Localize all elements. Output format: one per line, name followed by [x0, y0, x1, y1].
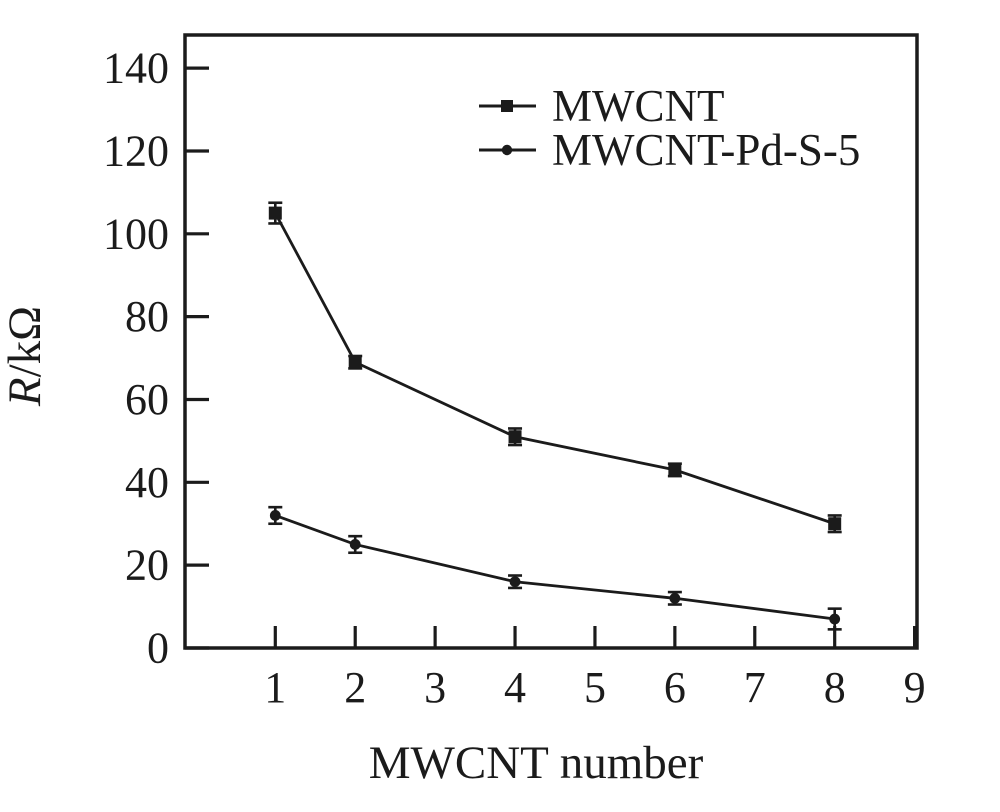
x-tick-label: 8	[824, 663, 846, 712]
circle-marker-icon	[669, 592, 681, 604]
x-tick-label: 4	[504, 663, 526, 712]
square-marker-icon	[828, 517, 842, 531]
series-MWCNT-Pd-S-5	[268, 505, 842, 631]
x-axis-title: MWCNT number	[369, 737, 704, 789]
y-tick-label: 40	[125, 458, 169, 507]
legend-label: MWCNT-Pd-S-5	[552, 125, 860, 175]
y-tick-label: 100	[103, 209, 169, 258]
series-MWCNT	[268, 201, 842, 534]
y-tick-label: 20	[125, 541, 169, 590]
y-tick-label: 140	[103, 44, 169, 93]
circle-marker-icon	[269, 510, 281, 521]
x-tick-label: 6	[664, 663, 686, 712]
circle-marker-icon	[509, 576, 521, 588]
x-tick-label: 7	[744, 663, 766, 712]
y-tick-label: 60	[125, 375, 169, 424]
square-marker-icon	[501, 100, 513, 112]
circle-marker-icon	[349, 539, 361, 550]
x-tick-label: 1	[264, 663, 286, 712]
y-axis-title-symbol: R	[0, 377, 51, 407]
circle-marker-icon	[829, 613, 841, 625]
square-marker-icon	[668, 463, 682, 477]
y-axis-title: R/kΩ	[0, 306, 51, 407]
y-axis-title-unit: /kΩ	[0, 306, 51, 378]
plot-frame	[183, 33, 919, 650]
legend-label: MWCNT	[552, 81, 725, 131]
square-marker-icon	[348, 355, 362, 369]
circle-marker-icon	[501, 144, 513, 156]
y-tick-label: 80	[125, 292, 169, 341]
x-tick-label: 3	[424, 663, 446, 712]
x-tick-label: 2	[344, 663, 366, 712]
square-marker-icon	[508, 430, 522, 444]
x-tick-label: 9	[904, 663, 926, 712]
y-tick-label: 120	[103, 126, 169, 175]
series-line-MWCNT-Pd-S-5	[274, 514, 835, 621]
x-tick-label: 5	[584, 663, 606, 712]
square-marker-icon	[268, 206, 282, 220]
y-tick-label: 0	[147, 624, 169, 673]
